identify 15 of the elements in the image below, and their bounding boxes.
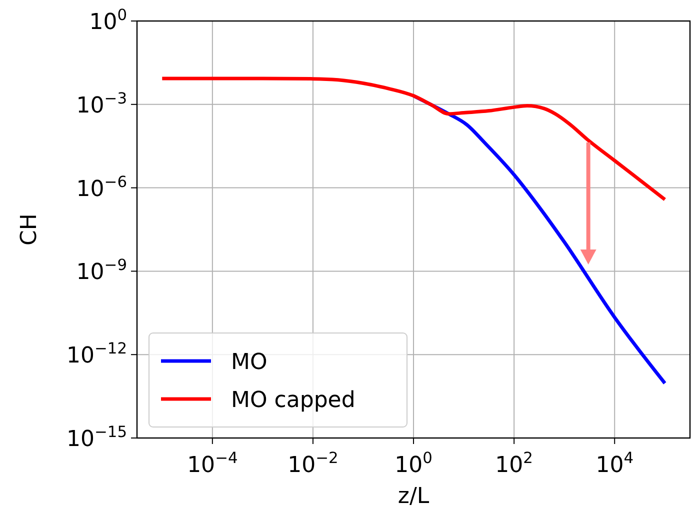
y-tick-label: 10$^{−6}$	[76, 172, 127, 202]
y-axis-title: CH	[17, 214, 42, 246]
x-tick-label: 10$^{−4}$	[187, 449, 238, 478]
legend-label: MO capped	[231, 388, 356, 413]
x-tick-label: 10$^{−2}$	[288, 449, 338, 478]
x-tick-label: 10$^{2}$	[495, 449, 533, 478]
x-tick-label: 10$^{4}$	[596, 449, 634, 478]
y-tick-label: 10$^{−15}$	[66, 423, 127, 452]
y-tick-label: 10$^{−9}$	[76, 256, 127, 286]
x-axis-title: z/L	[398, 484, 430, 509]
x-tick-label: 10$^{0}$	[394, 449, 432, 478]
legend-label: MO	[231, 350, 268, 375]
y-tick-label: 10$^{−3}$	[76, 89, 127, 118]
y-tick-label: 10$^{−12}$	[66, 340, 127, 369]
y-tick-label: 10$^{0}$	[89, 6, 127, 35]
